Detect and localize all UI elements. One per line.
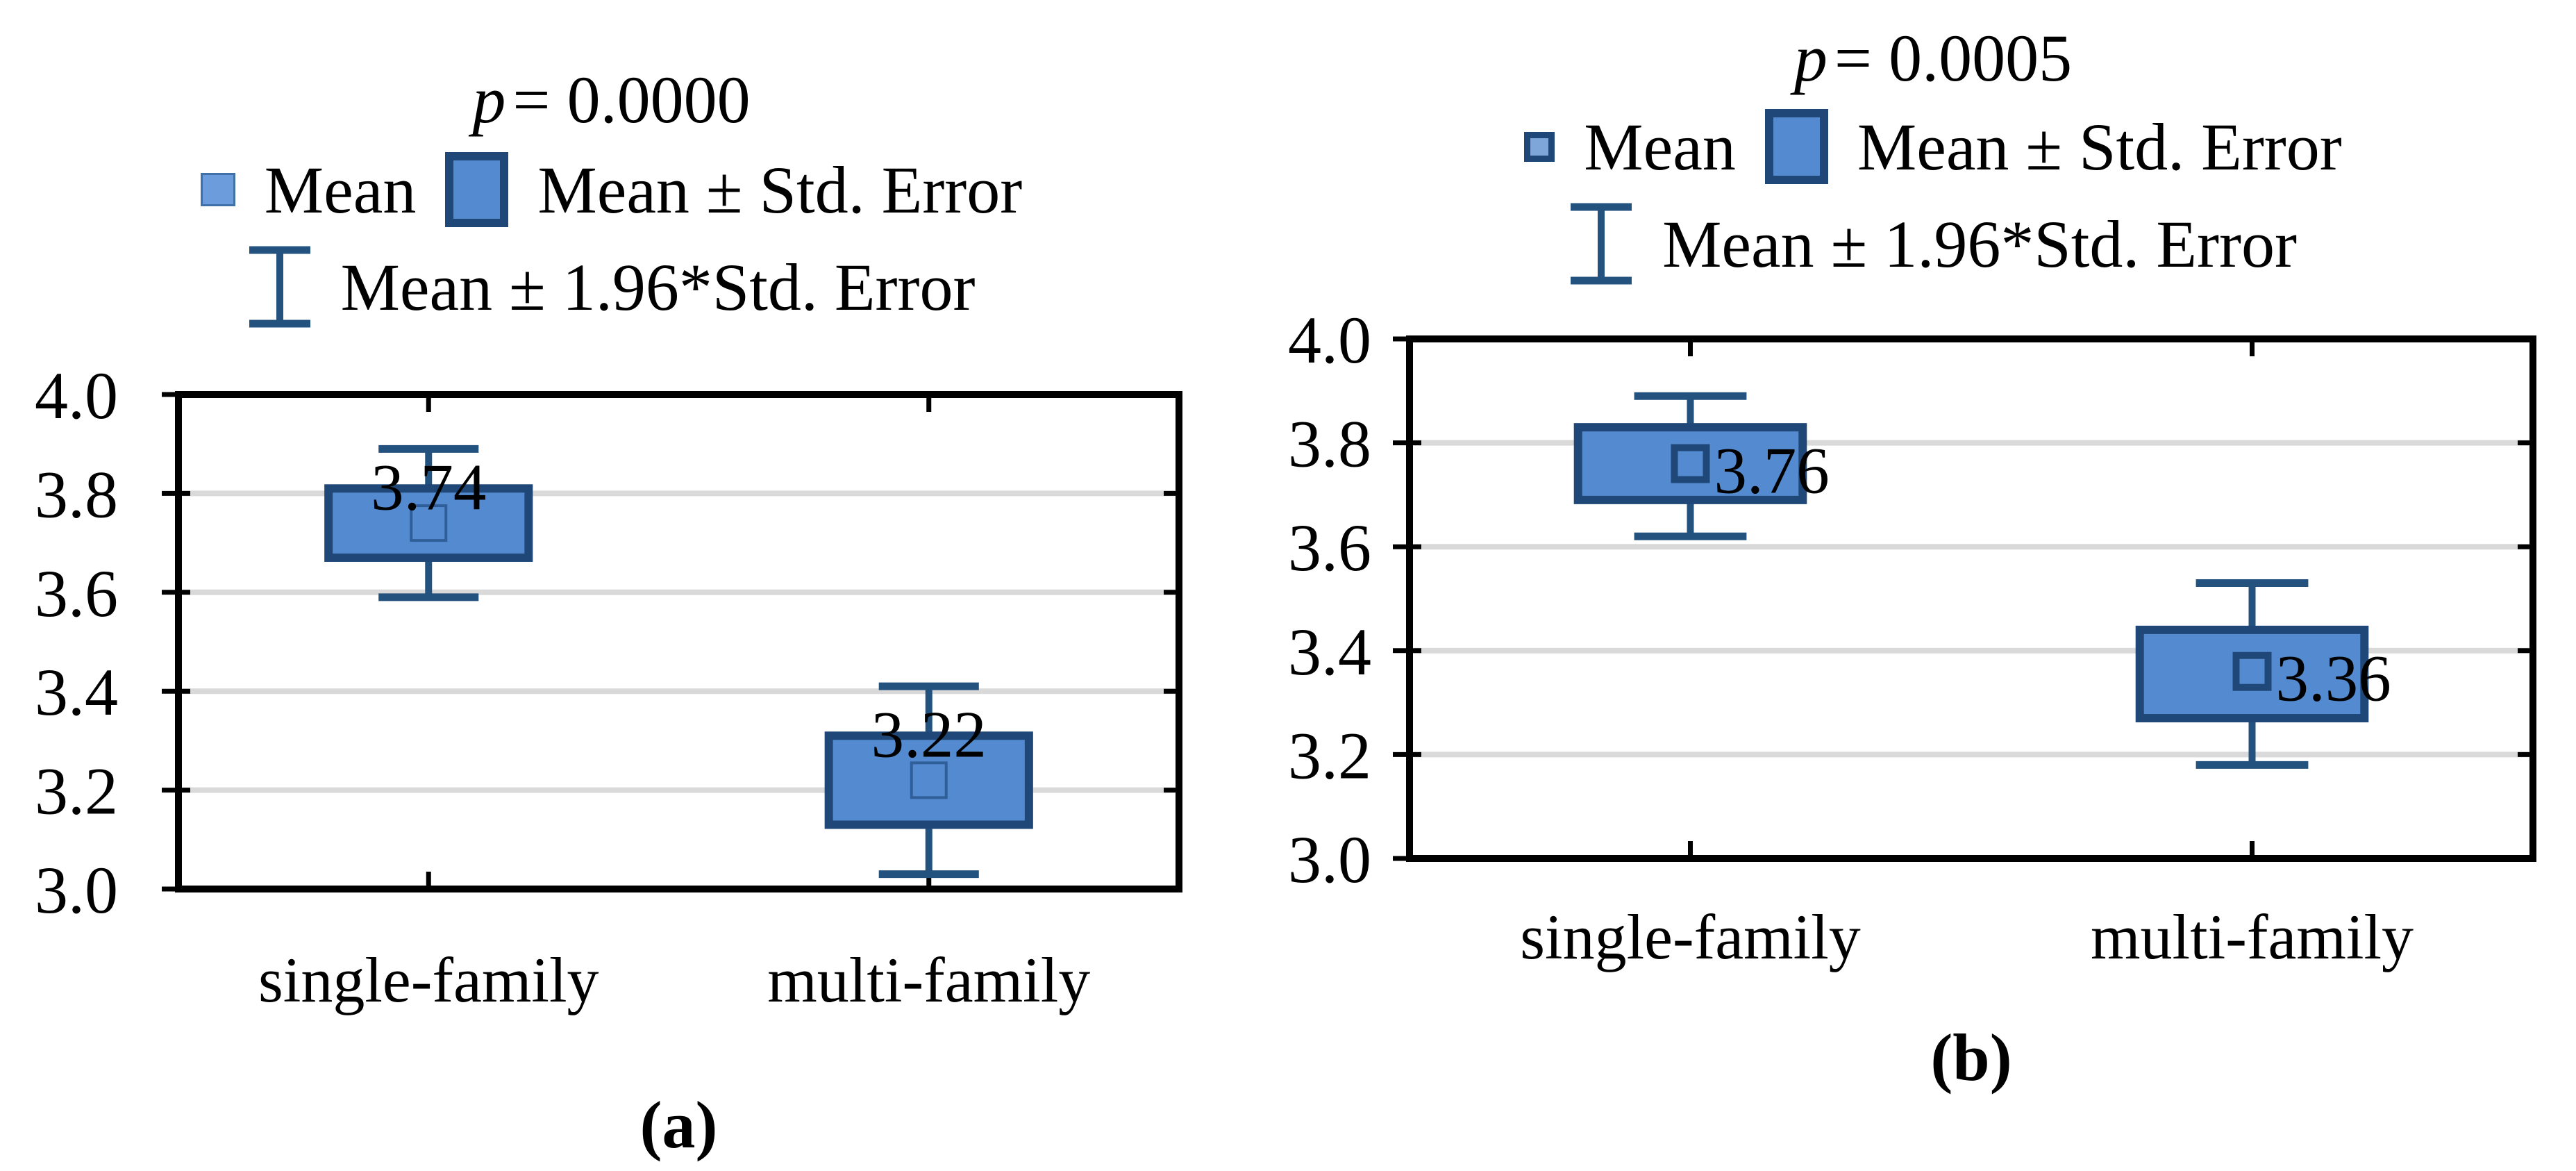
y-tick-label: 3.0: [1288, 822, 1371, 897]
legend-row-2: Mean ± 1.96*Std. Error: [248, 246, 976, 328]
y-tick-label: 3.8: [1288, 407, 1371, 481]
legend-stderror-swatch-icon: [1764, 109, 1828, 184]
mean-marker: [2232, 651, 2272, 691]
p-value-title: p = 0.0000: [111, 61, 1112, 138]
mean-value-label: 3.76: [1714, 434, 1830, 508]
y-tick-label: 3.2: [35, 754, 118, 829]
y-tick-label: 3.2: [1288, 718, 1371, 792]
legend-row-2: Mean ± 1.96*Std. Error: [1569, 203, 2297, 285]
y-tick-label: 3.4: [1288, 615, 1371, 689]
y-tick-label: 3.4: [35, 655, 118, 729]
p-variable: p: [472, 63, 506, 137]
stderror-box: [824, 731, 1033, 829]
mean-value-label: 3.36: [2276, 642, 2391, 715]
legend: Mean Mean ± Std. Error Mean ± 1.96*Std. …: [111, 149, 1112, 328]
plot-frame: [175, 391, 1182, 892]
y-tick-label: 3.6: [35, 556, 118, 631]
p-value-text: = 0.0000: [512, 63, 751, 137]
mean-marker: [410, 504, 448, 542]
legend-ci-label: Mean ± 1.96*Std. Error: [340, 249, 976, 324]
panel-letter: (b): [1930, 1020, 2012, 1095]
y-tick-label: 3.8: [35, 457, 118, 531]
mean-marker: [910, 761, 948, 799]
p-variable: p: [1793, 21, 1828, 95]
legend-mean-label: Mean: [264, 152, 417, 227]
boxplot-chart-a: 3.0 3.2 3.4 3.6 3.8 4.0 3.74 single-family 3.22 m…: [35, 358, 1182, 1162]
legend-row-1: Mean Mean ± Std. Error: [1524, 106, 2342, 188]
boxplot-chart-b: 3.0 3.2 3.4 3.6 3.8 4.0 3.76 single-family 3.36 m…: [1288, 303, 2536, 1095]
legend-mean-marker-icon: [200, 173, 235, 206]
category-label: multi-family: [2091, 902, 2414, 972]
legend-mean-marker-icon: [1524, 131, 1555, 162]
legend-whisker-icon: [249, 246, 310, 328]
category-label: single-family: [258, 945, 599, 1015]
category-label: multi-family: [767, 945, 1090, 1015]
stderror-box: [1573, 423, 1807, 504]
stderror-box: [324, 484, 533, 562]
legend-mean-label: Mean: [1584, 109, 1736, 184]
y-tick-label: 3.0: [35, 853, 118, 927]
panel-b: p = 0.0005 Mean Mean ± Std. Error Mean ± …: [1288, 0, 2576, 1171]
stderror-box: [2135, 625, 2369, 723]
y-tick-label: 4.0: [1288, 303, 1371, 377]
legend-ci-label: Mean ± 1.96*Std. Error: [1662, 206, 2297, 281]
panel-letter: (a): [640, 1088, 718, 1162]
legend-stderror-swatch-icon: [445, 152, 509, 227]
p-value-title: p = 0.0005: [1371, 19, 2495, 97]
mean-value-label: 3.22: [871, 697, 987, 771]
panel-a: p = 0.0000 Mean Mean ± Std. Error Mean ± …: [35, 61, 1182, 1162]
legend-stderror-label: Mean ± Std. Error: [1857, 109, 2342, 184]
mean-value-label: 3.74: [371, 450, 486, 524]
y-tick-label: 4.0: [35, 358, 118, 433]
legend: Mean Mean ± Std. Error Mean ± 1.96*Std. …: [1371, 106, 2495, 285]
mean-marker: [1671, 444, 1710, 483]
plot-frame: [1406, 335, 2536, 862]
p-value-text: = 0.0005: [1834, 21, 2073, 95]
y-tick-label: 3.6: [1288, 510, 1371, 585]
legend-row-1: Mean Mean ± Std. Error: [200, 149, 1023, 231]
legend-stderror-label: Mean ± Std. Error: [537, 152, 1023, 227]
legend-whisker-icon: [1571, 203, 1632, 285]
category-label: single-family: [1520, 902, 1861, 972]
